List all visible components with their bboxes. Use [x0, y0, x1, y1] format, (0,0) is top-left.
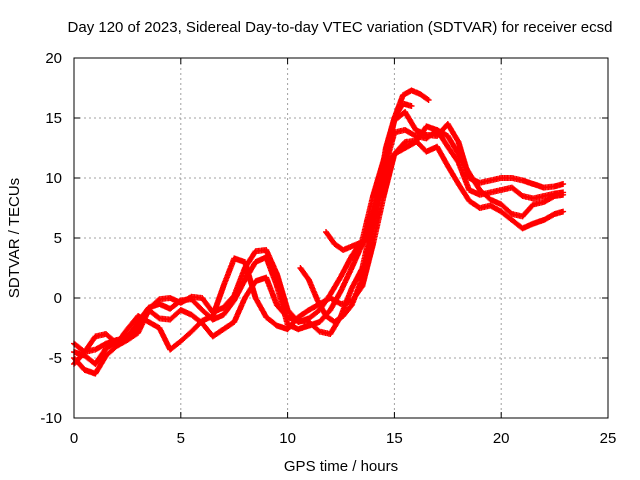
x-tick-label: 0: [70, 430, 78, 447]
y-tick-label: 0: [54, 290, 62, 307]
axis-ticks: 0 5 10 15 20 25 -10 -5 0 5 10 15 20: [40, 50, 616, 447]
plot-frame: [73, 57, 609, 419]
series-points: [71, 137, 567, 377]
x-axis-label: GPS time / hours: [284, 458, 398, 475]
x-tick-label: 15: [386, 430, 403, 447]
x-tick-label: 25: [600, 430, 617, 447]
x-tick-label: 5: [177, 430, 185, 447]
y-tick-label: 5: [54, 230, 62, 247]
chart-title: Day 120 of 2023, Sidereal Day-to-day VTE…: [68, 19, 613, 36]
y-tick-label: -10: [40, 410, 62, 427]
y-axis-label: SDTVAR / TECUs: [6, 178, 23, 298]
y-tick-label: 15: [45, 110, 62, 127]
y-tick-label: 10: [45, 170, 62, 187]
data-points: [71, 87, 567, 377]
series-track-6: [297, 100, 415, 325]
series-track-4: [71, 137, 567, 377]
x-tick-label: 10: [279, 430, 296, 447]
x-tick-label: 20: [493, 430, 510, 447]
grid-lines: [74, 58, 608, 418]
series-points: [297, 100, 415, 325]
y-tick-label: 20: [45, 50, 62, 67]
y-tick-label: -5: [49, 350, 62, 367]
